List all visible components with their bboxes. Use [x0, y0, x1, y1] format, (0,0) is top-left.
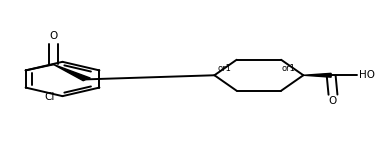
Polygon shape — [303, 73, 331, 77]
Text: Cl: Cl — [44, 92, 54, 102]
Text: O: O — [329, 96, 337, 106]
Text: HO: HO — [359, 70, 375, 80]
Text: or1: or1 — [281, 64, 295, 73]
Polygon shape — [53, 64, 90, 81]
Text: O: O — [49, 31, 58, 41]
Text: or1: or1 — [218, 64, 231, 73]
